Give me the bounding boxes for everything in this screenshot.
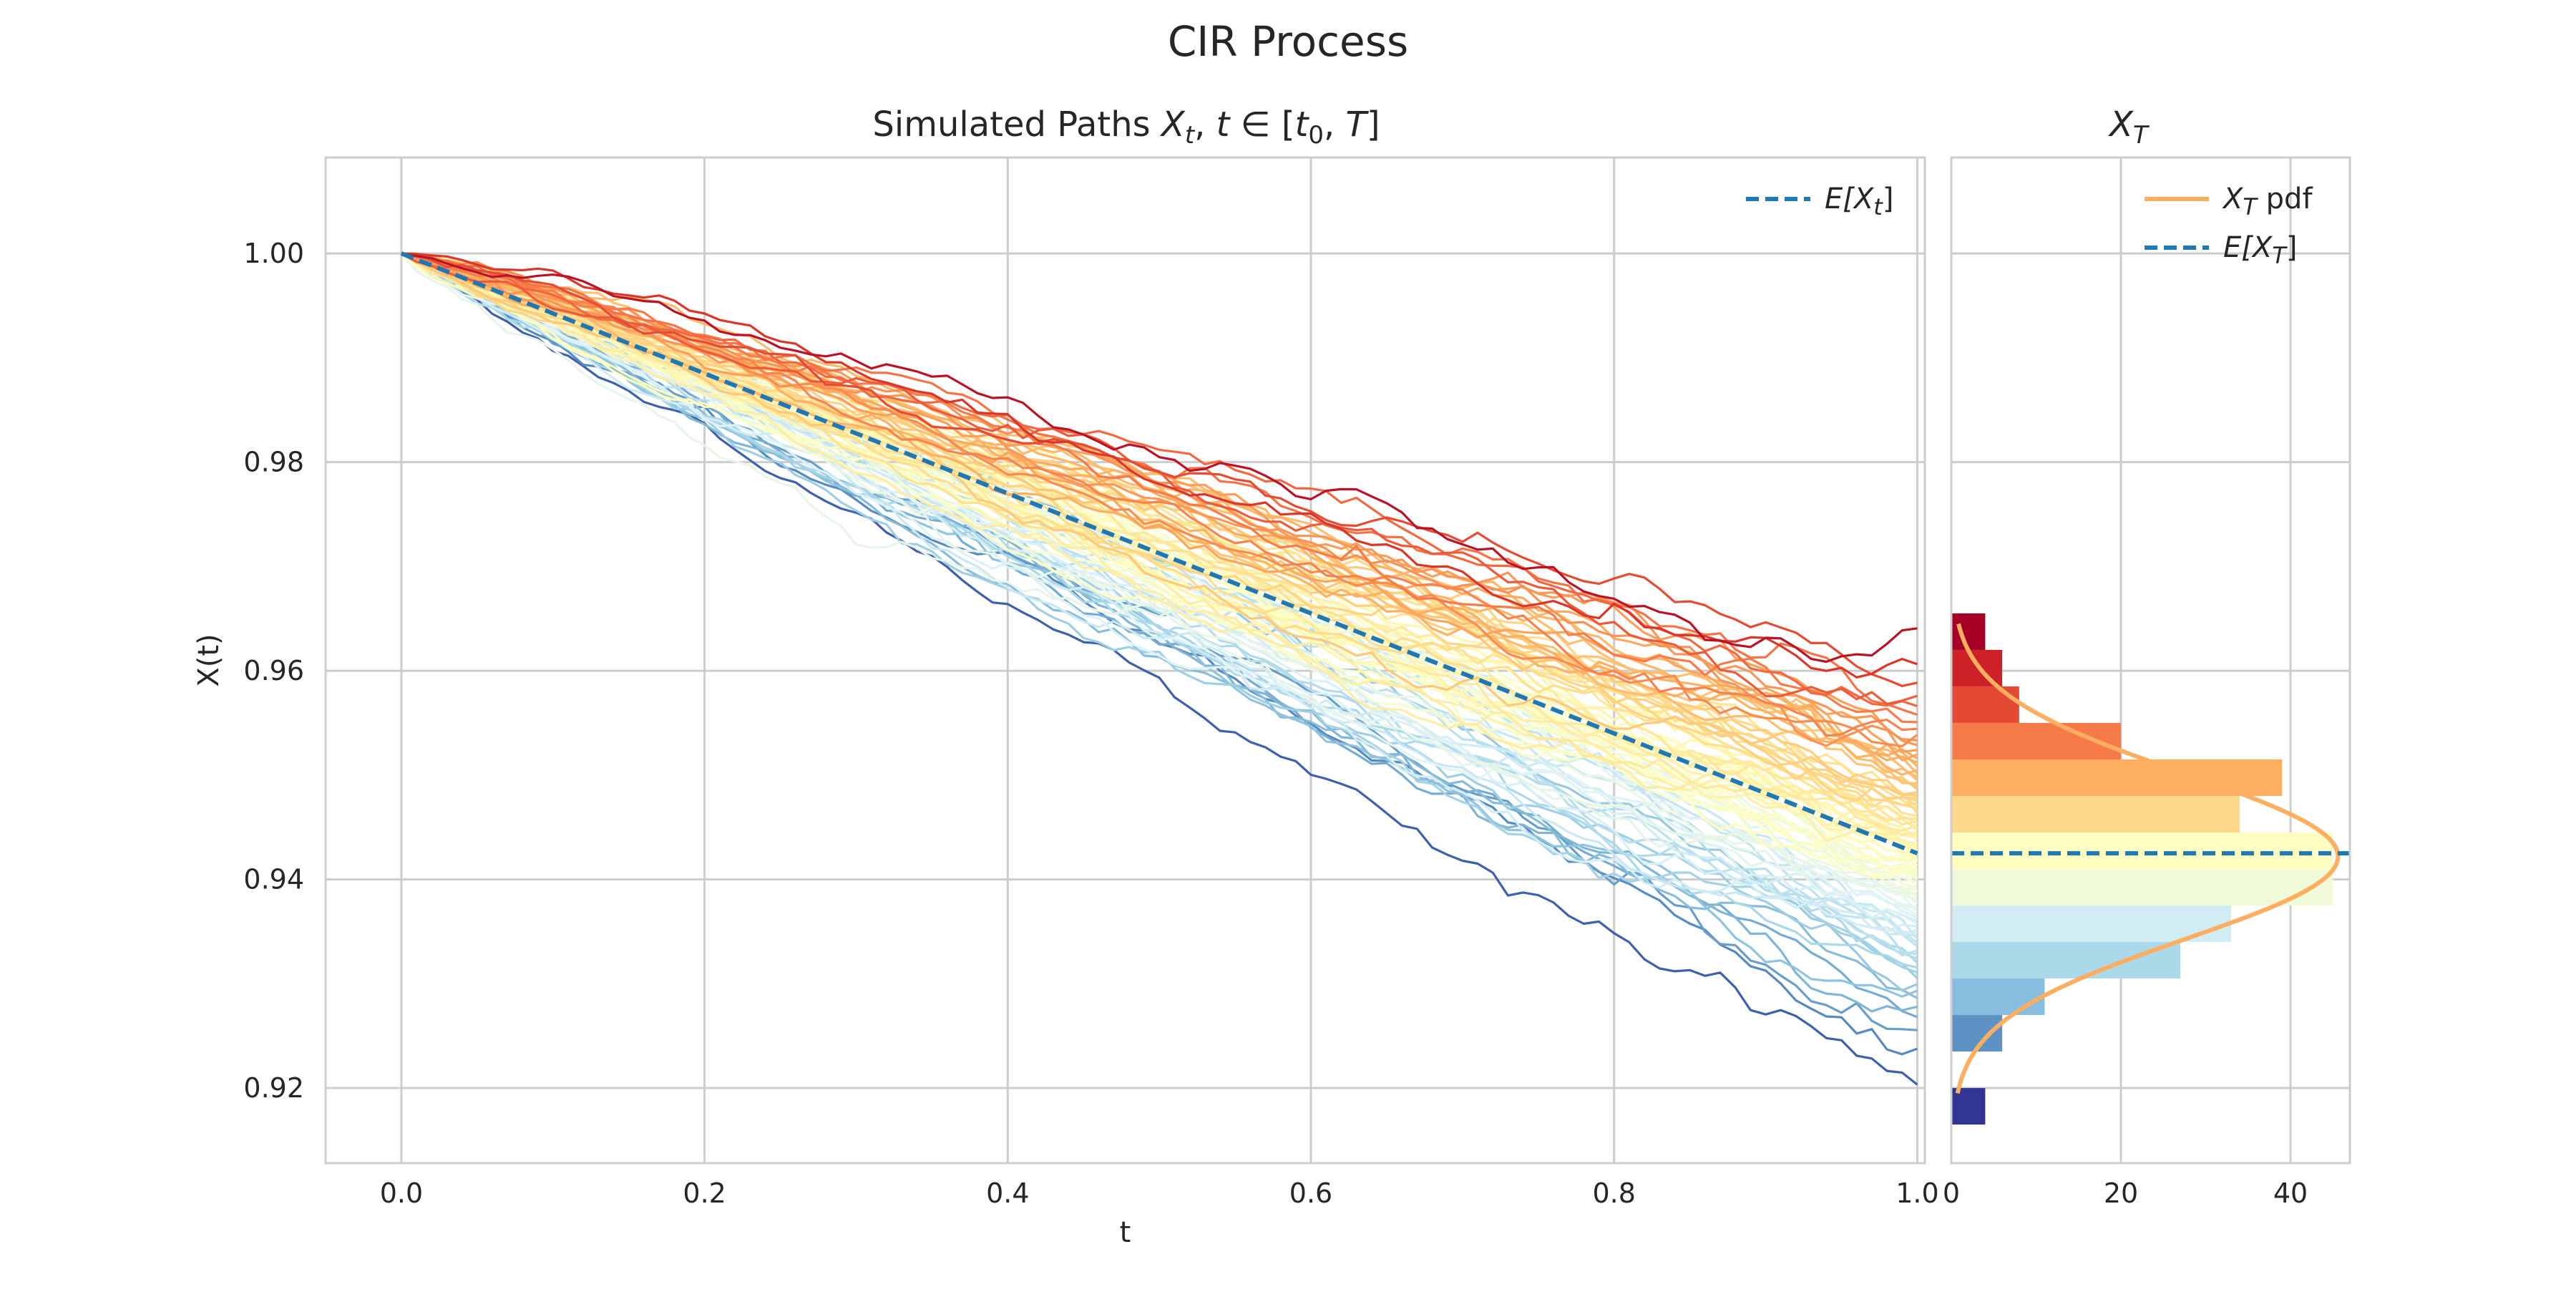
pdf-curve bbox=[1955, 623, 2341, 1094]
simulated-path bbox=[401, 252, 1918, 747]
simulated-path bbox=[401, 252, 1918, 842]
y-tick-label: 0.98 bbox=[243, 447, 304, 478]
simulated-path bbox=[401, 252, 1918, 974]
hist-panel-title: XT bbox=[2107, 105, 2150, 150]
histogram-bar bbox=[1951, 868, 2333, 906]
y-tick-label: 1.00 bbox=[243, 238, 304, 269]
hist-x-tick-label: 40 bbox=[2273, 1177, 2308, 1209]
simulated-paths bbox=[400, 251, 1918, 1086]
y-axis-label: X(t) bbox=[192, 633, 225, 686]
histogram-bar bbox=[1951, 905, 2232, 943]
x-tick-label: 0.6 bbox=[1289, 1177, 1332, 1209]
y-tick-label: 0.94 bbox=[243, 864, 304, 895]
paths-frame bbox=[324, 156, 1926, 1165]
simulated-path bbox=[401, 252, 1918, 905]
legend-label-pdf: XT pdf bbox=[2222, 183, 2313, 220]
expected-value-dashed-line bbox=[400, 251, 1918, 855]
hist-x-tick-label: 20 bbox=[2104, 1177, 2138, 1209]
histogram-bar bbox=[1951, 1088, 1986, 1125]
figure-title: CIR Process bbox=[1168, 17, 1408, 66]
simulated-path bbox=[401, 252, 1918, 664]
x-axis-label: t bbox=[1120, 1216, 1131, 1249]
paths-plot-area: 0.0 0.2 0.4 0.6 0.8 1.0 0.920.940.960.981.00 … bbox=[192, 156, 1939, 1249]
simulated-path bbox=[400, 253, 1918, 903]
y-tick-label: 0.92 bbox=[243, 1072, 304, 1104]
histogram-frame bbox=[1950, 156, 2351, 1165]
simulated-path bbox=[401, 252, 1918, 724]
x-tick-label: 0.8 bbox=[1592, 1177, 1635, 1209]
expected-value-line bbox=[400, 251, 1918, 855]
histogram-bar bbox=[1951, 649, 2003, 686]
histogram-bar bbox=[1951, 832, 2333, 869]
legend-label-expected: E[Xt] bbox=[1825, 183, 1893, 220]
y-tick-label: 0.96 bbox=[243, 655, 304, 686]
paths-x-ticks: 0.0 0.2 0.4 0.6 0.8 1.0 bbox=[380, 1177, 1939, 1209]
histogram-bar bbox=[1951, 686, 2019, 723]
hist-x-tick-label: 0 bbox=[1943, 1177, 1960, 1209]
simulated-path bbox=[401, 252, 1918, 747]
simulated-path bbox=[400, 252, 1918, 922]
histogram-bars bbox=[1951, 613, 2333, 1125]
simulated-path bbox=[401, 252, 1918, 679]
histogram-bar bbox=[1951, 613, 1986, 650]
histogram-bar bbox=[1951, 942, 2180, 979]
histogram-plot-area: 0 20 40 XT pdf E[XT] bbox=[1943, 156, 2351, 1209]
paths-y-ticks: 0.92 0.94 0.96 0.98 1.00 bbox=[243, 238, 304, 1104]
paths-panel-title: Simulated Paths Xt, t ∈ [t0, T] bbox=[872, 105, 1380, 150]
x-tick-label: 1.0 bbox=[1896, 1177, 1938, 1209]
histogram-x-ticks: 0 20 40 bbox=[1943, 1177, 2308, 1209]
x-tick-label: 0.4 bbox=[986, 1177, 1029, 1209]
x-tick-label: 0.2 bbox=[683, 1177, 726, 1209]
simulated-path bbox=[401, 252, 1918, 1086]
histogram-legend: XT pdf E[XT] bbox=[2145, 183, 2313, 269]
legend-label-terminal-mean: E[XT] bbox=[2223, 231, 2297, 269]
simulated-path bbox=[401, 252, 1918, 687]
x-tick-label: 0.0 bbox=[380, 1177, 423, 1209]
simulated-path bbox=[401, 252, 1918, 919]
histogram-bar bbox=[1951, 978, 2045, 1016]
paths-legend: E[Xt] bbox=[1746, 183, 1893, 220]
histogram-bar bbox=[1951, 795, 2240, 832]
